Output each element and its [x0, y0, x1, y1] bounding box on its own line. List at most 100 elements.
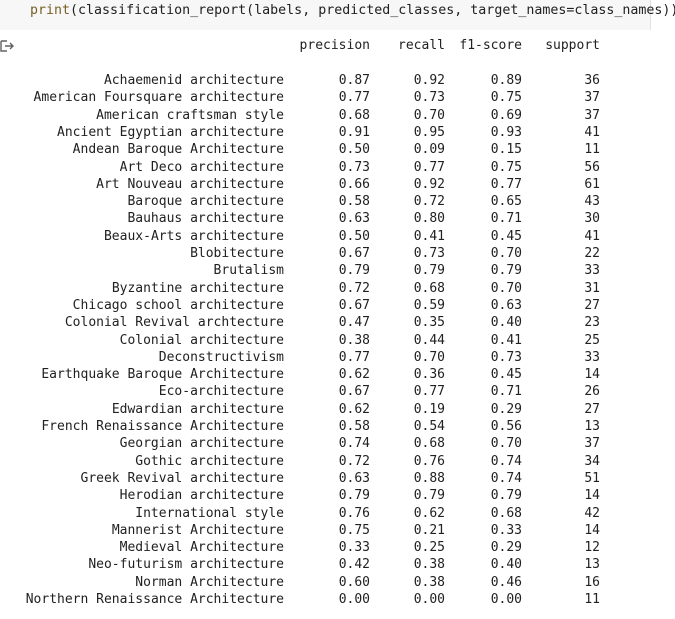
- row-f1-score: 0.56: [490, 419, 522, 434]
- row-f1-score: 0.69: [490, 107, 522, 123]
- row-recall: 0.36: [413, 367, 445, 383]
- row-support: 27: [584, 401, 600, 417]
- row-recall: 0.09: [413, 142, 445, 158]
- code-line[interactable]: print(classification_report(labels, pred…: [30, 2, 675, 20]
- row-precision: 0.67: [338, 246, 370, 261]
- row-precision: 0.72: [338, 280, 370, 296]
- row-precision: 0.79: [338, 488, 370, 504]
- code-cell[interactable]: print(classification_report(labels, pred…: [0, 0, 675, 30]
- row-label: Norman Architecture: [135, 574, 284, 590]
- table-row: Edwardian architecture 0.62 0.19 0.29 27: [0, 401, 675, 418]
- table-row: Eco-architecture 0.67 0.77 0.71 26: [0, 383, 675, 400]
- row-label: Edwardian architecture: [111, 401, 284, 417]
- row-precision: 0.42: [338, 557, 370, 573]
- row-recall: 0.44: [413, 332, 445, 348]
- row-recall: 0.35: [413, 315, 445, 331]
- row-recall: 0.70: [413, 349, 445, 365]
- row-precision: 0.38: [338, 332, 370, 348]
- row-label: Neo-futurism architecture: [88, 557, 284, 573]
- row-precision: 0.87: [338, 73, 370, 88]
- row-label: Ancient Egyptian architecture: [57, 124, 284, 140]
- row-support: 33: [584, 263, 600, 279]
- row-label: Greek Revival architecture: [80, 470, 285, 486]
- row-support: 13: [584, 419, 600, 434]
- row-precision: 0.33: [338, 540, 370, 556]
- row-label: Colonial Revival archtecture: [64, 315, 284, 331]
- row-support: 22: [584, 246, 600, 261]
- output-arrow-icon[interactable]: [0, 39, 14, 53]
- row-precision: 0.62: [338, 367, 370, 383]
- table-row: Beaux-Arts architecture 0.50 0.41 0.45 41: [0, 228, 675, 245]
- row-recall: 0.73: [413, 246, 445, 261]
- row-label: Beaux-Arts architecture: [103, 228, 284, 244]
- table-row: Medieval Architecture 0.33 0.25 0.29 12: [0, 539, 675, 556]
- row-f1-score: 0.45: [490, 367, 522, 383]
- row-label: Colonial architecture: [119, 332, 284, 348]
- row-support: 37: [584, 107, 600, 123]
- row-precision: 0.62: [338, 401, 370, 417]
- row-f1-score: 0.75: [490, 159, 522, 175]
- row-label: Earthquake Baroque Architecture: [41, 367, 284, 383]
- row-label: Byzantine architecture: [111, 280, 284, 296]
- row-support: 25: [584, 332, 600, 348]
- table-row: Ancient Egyptian architecture 0.91 0.95 0.9…: [0, 124, 675, 141]
- row-precision: 0.63: [338, 470, 370, 486]
- row-recall: 0.38: [413, 557, 445, 573]
- row-support: 37: [584, 90, 600, 106]
- row-precision: 0.76: [338, 505, 370, 521]
- row-recall: 0.79: [413, 263, 445, 279]
- table-row: International style 0.76 0.62 0.68 42: [0, 505, 675, 522]
- row-support: 41: [584, 228, 600, 244]
- row-precision: 0.72: [338, 453, 370, 469]
- row-recall: 0.72: [413, 194, 445, 210]
- row-recall: 0.92: [413, 73, 445, 88]
- table-row: American craftsman style 0.68 0.70 0.69 37: [0, 107, 675, 124]
- row-recall: 0.70: [413, 107, 445, 123]
- table-row: Brutalism 0.79 0.79 0.79 33: [0, 262, 675, 279]
- row-recall: 0.80: [413, 211, 445, 227]
- row-label: Georgian architecture: [119, 436, 284, 452]
- row-recall: 0.95: [413, 124, 445, 140]
- table-row: Deconstructivism 0.77 0.70 0.73 33: [0, 349, 675, 366]
- row-f1-score: 0.65: [490, 194, 522, 210]
- table-row: Baroque architecture 0.58 0.72 0.65 43: [0, 193, 675, 210]
- row-support: 12: [584, 540, 600, 556]
- row-f1-score: 0.79: [490, 263, 522, 279]
- table-row: Colonial Revival archtecture 0.47 0.35 0.40…: [0, 314, 675, 331]
- table-row: Achaemenid architecture 0.87 0.92 0.89 36: [0, 72, 675, 89]
- table-row: Art Nouveau architecture 0.66 0.92 0.77 61: [0, 176, 675, 193]
- row-label: Brutalism: [213, 263, 284, 279]
- row-label: Achaemenid architecture: [103, 73, 284, 88]
- row-recall: 0.77: [413, 159, 445, 175]
- row-support: 14: [584, 367, 600, 383]
- row-label: Blobitecture: [190, 246, 284, 261]
- row-f1-score: 0.73: [490, 349, 522, 365]
- table-row: Norman Architecture 0.60 0.38 0.46 16: [0, 574, 675, 591]
- table-row: Earthquake Baroque Architecture 0.62 0.36 0…: [0, 366, 675, 383]
- row-f1-score: 0.71: [490, 211, 522, 227]
- row-precision: 0.79: [338, 263, 370, 279]
- row-support: 31: [584, 280, 600, 296]
- row-f1-score: 0.74: [490, 470, 522, 486]
- row-support: 14: [584, 488, 600, 504]
- row-support: 42: [584, 505, 600, 521]
- table-row: Georgian architecture 0.74 0.68 0.70 37: [0, 435, 675, 452]
- row-support: 13: [584, 557, 600, 573]
- row-support: 43: [584, 194, 600, 210]
- row-support: 37: [584, 436, 600, 452]
- row-recall: 0.79: [413, 488, 445, 504]
- row-precision: 0.58: [338, 419, 370, 434]
- row-recall: 0.38: [413, 574, 445, 590]
- row-precision: 0.67: [338, 297, 370, 313]
- row-f1-score: 0.45: [490, 228, 522, 244]
- row-label: Bauhaus architecture: [127, 211, 284, 227]
- table-row: French Renaissance Architecture 0.58 0.54 0…: [0, 418, 675, 435]
- table-row: Greek Revival architecture 0.63 0.88 0.74 51: [0, 470, 675, 487]
- row-precision: 0.77: [338, 90, 370, 106]
- row-support: 27: [584, 297, 600, 313]
- row-label: American craftsman style: [96, 107, 284, 123]
- row-precision: 0.74: [338, 436, 370, 452]
- row-precision: 0.91: [338, 124, 370, 140]
- row-precision: 0.77: [338, 349, 370, 365]
- row-precision: 0.58: [338, 194, 370, 210]
